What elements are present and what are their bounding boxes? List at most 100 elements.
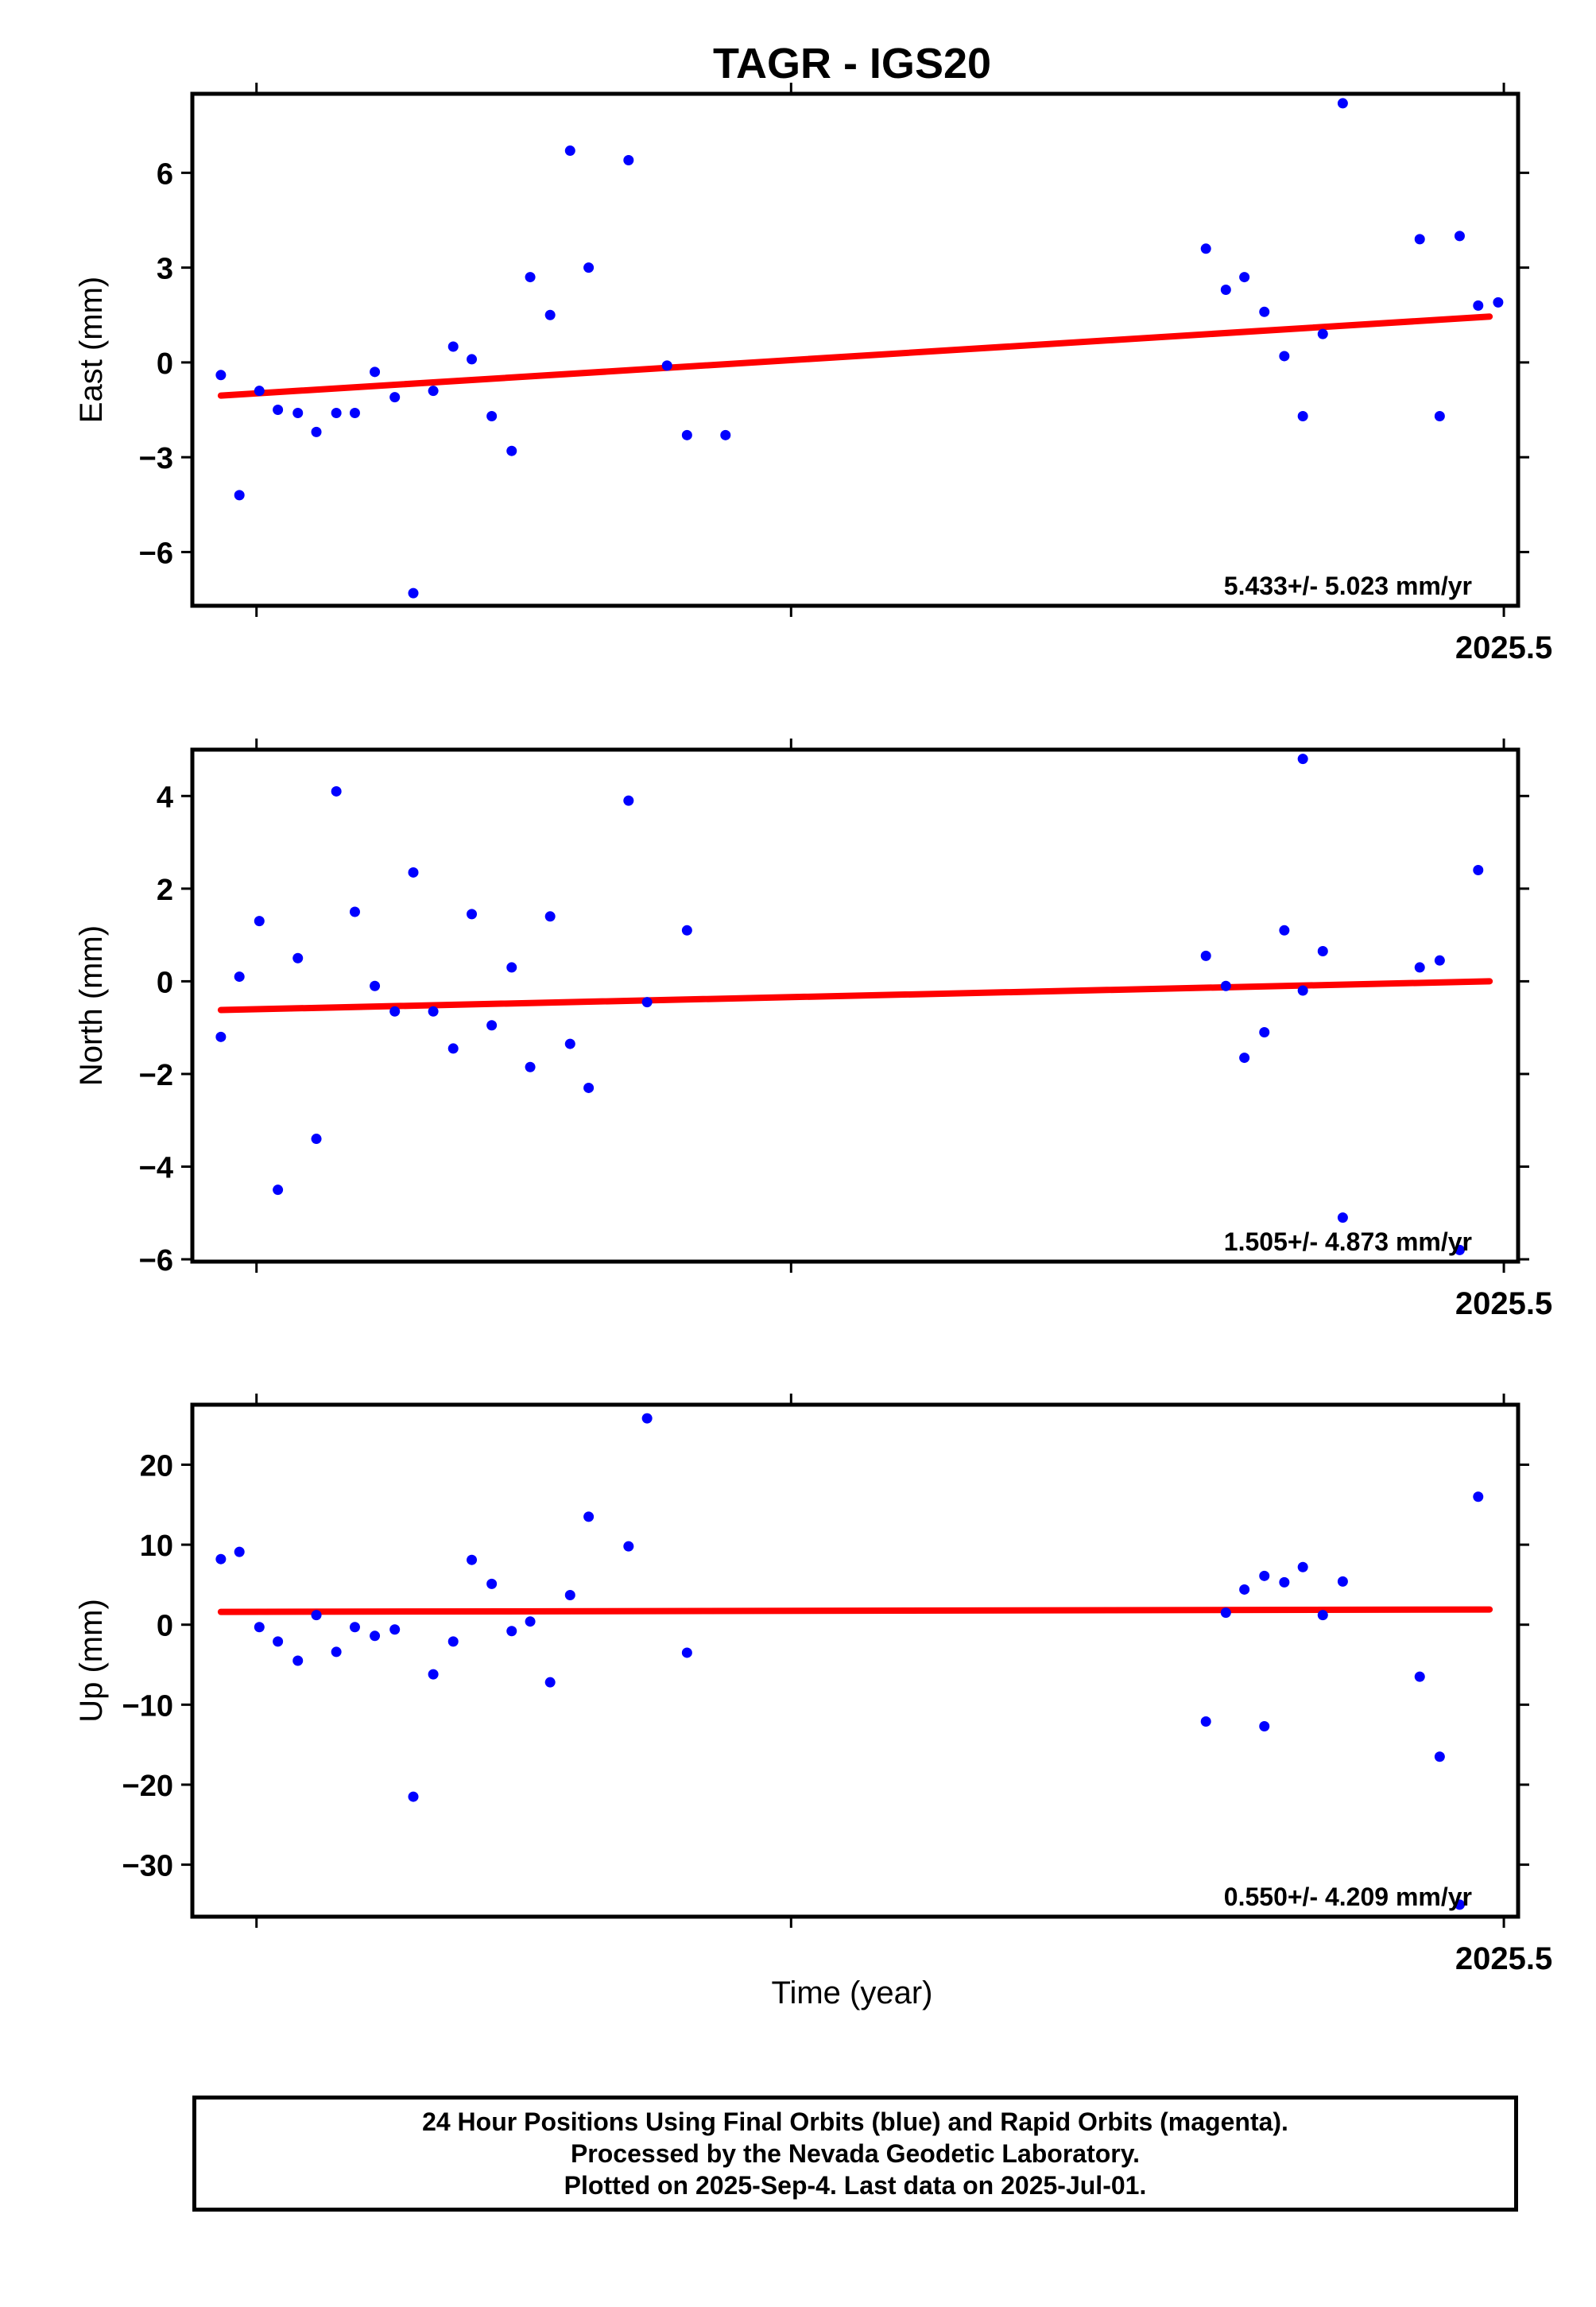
up-data-point <box>311 1610 322 1621</box>
up-data-point <box>215 1553 227 1564</box>
up-data-point <box>486 1578 498 1589</box>
east-ytick-label: −3 <box>139 442 173 475</box>
east-data-point <box>1317 328 1328 339</box>
up-data-point <box>544 1677 556 1688</box>
east-data-point <box>234 490 245 501</box>
east-data-point <box>506 445 517 456</box>
up-y-axis-label: Up (mm) <box>74 1599 109 1723</box>
north-data-point <box>1454 1244 1465 1255</box>
north-data-point <box>1239 1053 1250 1064</box>
north-data-point <box>641 997 653 1008</box>
x-axis-label: Time (year) <box>772 1975 933 2010</box>
east-ytick-label: 0 <box>157 347 173 381</box>
up-data-point <box>681 1647 692 1658</box>
north-ytick-label: −6 <box>139 1244 173 1278</box>
up-plot-frame <box>190 1402 1520 1919</box>
east-ytick-label: 3 <box>157 253 173 286</box>
north-xtick-label: 2025.5 <box>1455 1286 1552 1321</box>
up-data-point <box>331 1646 342 1658</box>
north-data-point <box>486 1020 498 1031</box>
up-data-point <box>1297 1561 1308 1572</box>
east-data-point <box>1200 243 1211 254</box>
north-rate-label: 1.505+/- 4.873 mm/yr <box>1224 1227 1472 1256</box>
east-data-point <box>1454 231 1465 242</box>
east-data-point <box>1473 300 1484 311</box>
east-xtick-label: 2025.5 <box>1455 630 1552 665</box>
east-data-point <box>273 405 284 416</box>
north-data-point <box>1297 754 1308 765</box>
footer-line-processor: Processed by the Nevada Geodetic Laborat… <box>570 2139 1141 2168</box>
up-ytick-label: −30 <box>122 1850 173 1883</box>
east-rate-label: 5.433+/- 5.023 mm/yr <box>1224 572 1472 600</box>
east-y-axis-label: East (mm) <box>74 277 109 423</box>
up-data-point <box>254 1622 265 1633</box>
up-trend-line <box>217 1606 1493 1615</box>
north-y-axis-label: North (mm) <box>74 925 109 1086</box>
east-data-point <box>389 392 401 403</box>
east-data-point <box>349 408 360 419</box>
north-data-point <box>1473 865 1484 876</box>
east-data-point <box>681 429 692 440</box>
up-data-point <box>408 1791 419 1802</box>
north-data-point <box>564 1038 575 1049</box>
east-data-point <box>292 408 304 419</box>
east-ytick-label: −6 <box>139 537 173 570</box>
up-data-point <box>370 1630 381 1642</box>
up-data-point <box>1259 1570 1270 1581</box>
east-data-point <box>215 370 227 381</box>
north-plot-frame <box>190 747 1520 1264</box>
north-data-point <box>292 952 304 964</box>
north-data-point <box>254 916 265 927</box>
north-data-point <box>1259 1027 1270 1038</box>
north-data-point <box>1297 985 1308 996</box>
up-data-point <box>525 1616 536 1627</box>
up-panel: −30 −20 −10 0 10 20 2025.5 0.550+/- 4.209 mm/yr… <box>74 1394 1552 1976</box>
north-data-point <box>447 1043 459 1054</box>
footer-line-dates: Plotted on 2025-Sep-4. Last data on 2025… <box>564 2171 1147 2200</box>
north-ytick-label: 4 <box>157 781 173 814</box>
east-data-point <box>467 354 478 365</box>
up-data-point <box>1434 1751 1445 1762</box>
east-data-point <box>311 426 322 437</box>
up-data-point <box>1473 1491 1484 1502</box>
north-ytick-label: −2 <box>139 1059 173 1092</box>
north-data-point <box>1279 925 1290 936</box>
north-data-point <box>506 962 517 973</box>
north-data-point <box>1414 962 1425 973</box>
north-panel: −6 −4 −2 0 2 4 2025.5 1.505+/- 4.873 mm/yr North… <box>74 739 1552 1321</box>
up-data-point <box>349 1622 360 1633</box>
east-data-point <box>583 262 595 273</box>
east-data-point <box>1220 284 1231 295</box>
up-data-point <box>1454 1899 1465 1910</box>
up-data-point <box>1317 1610 1328 1621</box>
east-data-point <box>1493 297 1504 308</box>
up-ytick-label: 20 <box>140 1449 173 1483</box>
up-data-point <box>583 1511 595 1522</box>
north-data-point <box>389 1006 401 1017</box>
chart-title: TAGR - IGS20 <box>713 40 991 87</box>
up-data-point <box>1259 1721 1270 1732</box>
up-data-point <box>623 1541 634 1552</box>
east-data-point <box>1414 234 1425 245</box>
north-data-point <box>215 1031 227 1042</box>
east-data-point <box>331 408 342 419</box>
up-data-point <box>1279 1576 1290 1588</box>
up-data-point <box>1337 1576 1348 1587</box>
east-data-point <box>544 309 556 320</box>
up-data-point <box>1200 1716 1211 1727</box>
north-ytick-label: −4 <box>139 1152 173 1185</box>
up-xtick-label: 2025.5 <box>1455 1941 1552 1976</box>
up-rate-label: 0.550+/- 4.209 mm/yr <box>1224 1882 1472 1911</box>
east-data-point <box>254 386 265 397</box>
north-data-point <box>1200 950 1211 961</box>
north-data-point <box>1220 980 1231 991</box>
north-data-point <box>544 911 556 922</box>
north-data-point <box>408 867 419 878</box>
north-data-point <box>623 795 634 806</box>
east-data-point <box>447 341 459 352</box>
east-panel: −6 −3 0 3 6 2025.5 5.433+/- 5.023 mm/yr East (m… <box>74 83 1552 665</box>
up-data-point <box>467 1554 478 1565</box>
up-data-point <box>428 1669 439 1680</box>
east-data-point <box>564 145 575 157</box>
